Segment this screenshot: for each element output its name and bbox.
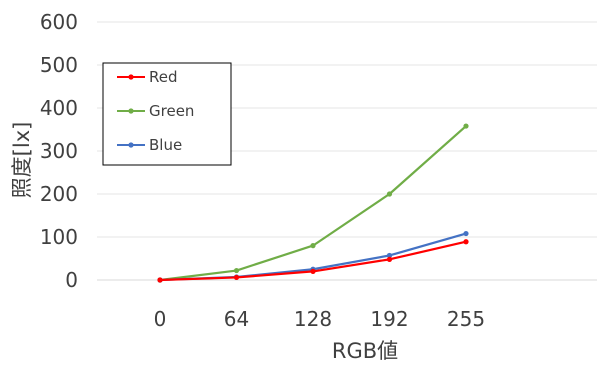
- data-point-red: [386, 256, 393, 262]
- x-tick-label: 192: [370, 307, 408, 331]
- legend: Red Green Blue: [102, 62, 232, 166]
- data-point-green: [310, 243, 316, 249]
- legend-label-blue: Blue: [149, 136, 182, 154]
- x-tick-label: 64: [224, 307, 249, 331]
- y-tick-label: 300: [40, 139, 78, 163]
- legend-label-red: Red: [149, 68, 178, 86]
- y-tick-label: 200: [40, 182, 78, 206]
- x-tick-label: 128: [294, 307, 332, 331]
- y-tick-label: 600: [40, 10, 78, 34]
- data-point-red: [233, 274, 240, 281]
- x-tick-label: 255: [447, 307, 485, 331]
- data-point-red: [463, 239, 469, 245]
- x-tick-label: 0: [154, 307, 167, 331]
- y-tick-label: 400: [40, 96, 78, 120]
- legend-marker-blue: [128, 142, 134, 148]
- data-point-green: [386, 191, 393, 197]
- data-point-red: [157, 277, 163, 283]
- legend-marker-red: [128, 74, 134, 80]
- legend-marker-green: [128, 108, 134, 114]
- y-tick-label: 0: [65, 268, 78, 292]
- y-tick-label: 100: [40, 225, 78, 249]
- data-point-green: [463, 123, 469, 129]
- y-tick-label: 500: [40, 53, 78, 77]
- x-axis-title: RGB値: [332, 339, 398, 363]
- legend-label-green: Green: [149, 102, 194, 120]
- series-lines: [157, 123, 469, 283]
- y-tick-labels: 0 100 200 300 400 500 600: [40, 10, 78, 292]
- data-point-green: [233, 267, 240, 274]
- x-tick-labels: 0 64 128 192 255: [154, 307, 485, 331]
- legend-box: [102, 62, 232, 166]
- data-point-blue: [386, 252, 393, 259]
- data-point-blue: [463, 230, 469, 237]
- y-axis-title: 照度[lx]: [10, 122, 34, 199]
- data-point-red: [310, 268, 316, 274]
